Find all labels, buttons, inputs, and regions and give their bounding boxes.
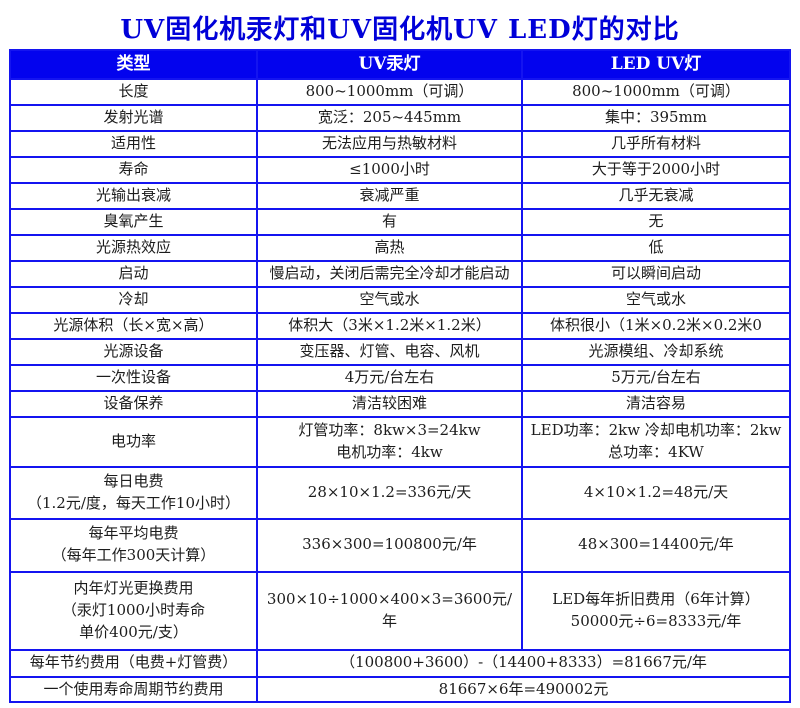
table-row-heat-effect: 光源热效应 高热 低	[9, 233, 791, 262]
table-row-onetime-cost: 一次性设备 4万元/台左右 5万元/台左右	[9, 363, 791, 392]
table-row-daily-electricity: 每日电费 （1.2元/度，每天工作10小时） 28×10×1.2=336元/天 …	[9, 465, 791, 520]
row-label: 发射光谱	[9, 103, 258, 132]
uv-lamp-cell: 变压器、灯管、电容、风机	[256, 337, 523, 366]
led-lamp-cell: 低	[521, 233, 791, 262]
row-label: 每年平均电费 （每年工作300天计算）	[9, 517, 258, 573]
led-lamp-cell: 体积很小（1米×0.2米×0.2米0	[521, 311, 791, 340]
merged-value-cell: 81667×6年=490002元	[256, 675, 791, 704]
row-label: 内年灯光更换费用 （汞灯1000小时寿命 单价400元/支）	[9, 570, 258, 651]
uv-lamp-cell: 4万元/台左右	[256, 363, 523, 392]
row-label: 适用性	[9, 129, 258, 158]
table-row-equipment: 光源设备 变压器、灯管、电容、风机 光源模组、冷却系统	[9, 337, 791, 366]
table-row-output-decay: 光输出衰减 衰减严重 几乎无衰减	[9, 181, 791, 210]
table-row-cooling: 冷却 空气或水 空气或水	[9, 285, 791, 314]
row-label: 光源体积（长×宽×高）	[9, 311, 258, 340]
led-lamp-cell: 800~1000mm（可调）	[521, 77, 791, 106]
led-lamp-cell: 清洁容易	[521, 389, 791, 418]
uv-lamp-cell: 空气或水	[256, 285, 523, 314]
table-row-volume: 光源体积（长×宽×高） 体积大（3米×1.2米×1.2米） 体积很小（1米×0.…	[9, 311, 791, 340]
table-row-length: 长度 800~1000mm（可调） 800~1000mm（可调）	[9, 77, 791, 106]
led-lamp-cell: 几乎所有材料	[521, 129, 791, 158]
row-label: 每年节约费用（电费+灯管费）	[9, 648, 258, 678]
table-row-annual-electricity: 每年平均电费 （每年工作300天计算） 336×300=100800元/年 48…	[9, 517, 791, 573]
row-label: 电功率	[9, 415, 258, 468]
table-row-lamp-replacement: 内年灯光更换费用 （汞灯1000小时寿命 单价400元/支） 300×10÷10…	[9, 570, 791, 651]
row-label: 启动	[9, 259, 258, 288]
row-label: 长度	[9, 77, 258, 106]
table-row-maintenance: 设备保养 清洁较困难 清洁容易	[9, 389, 791, 418]
row-label: 臭氧产生	[9, 207, 258, 236]
header-type: 类型	[9, 49, 258, 80]
row-label: 设备保养	[9, 389, 258, 418]
led-lamp-cell: LED每年折旧费用（6年计算） 50000元÷6=8333元/年	[521, 570, 791, 651]
row-label: 光源热效应	[9, 233, 258, 262]
row-label: 一个使用寿命周期节约费用	[9, 675, 258, 704]
led-lamp-cell: 5万元/台左右	[521, 363, 791, 392]
row-label: 冷却	[9, 285, 258, 314]
row-label: 每日电费 （1.2元/度，每天工作10小时）	[9, 465, 258, 520]
header-led-uv-lamp: LED UV灯	[521, 49, 791, 80]
led-lamp-cell: 大于等于2000小时	[521, 155, 791, 184]
table-row-startup: 启动 慢启动，关闭后需完全冷却才能启动 可以瞬间启动	[9, 259, 791, 288]
row-label: 寿命	[9, 155, 258, 184]
led-lamp-cell: 光源模组、冷却系统	[521, 337, 791, 366]
header-uv-mercury-lamp: UV汞灯	[256, 49, 523, 80]
table-row-power: 电功率 灯管功率：8kw×3=24kw 电机功率：4kw LED功率：2kw 冷…	[9, 415, 791, 468]
row-label: 光源设备	[9, 337, 258, 366]
row-label: 一次性设备	[9, 363, 258, 392]
table-row-applicability: 适用性 无法应用与热敏材料 几乎所有材料	[9, 129, 791, 158]
uv-lamp-cell: 清洁较困难	[256, 389, 523, 418]
uv-lamp-cell: 衰减严重	[256, 181, 523, 210]
uv-lamp-cell: 336×300=100800元/年	[256, 517, 523, 573]
led-lamp-cell: 空气或水	[521, 285, 791, 314]
table-row-ozone: 臭氧产生 有 无	[9, 207, 791, 236]
uv-lamp-cell: 800~1000mm（可调）	[256, 77, 523, 106]
uv-lamp-cell: 有	[256, 207, 523, 236]
comparison-table: 类型 UV汞灯 LED UV灯 长度 800~1000mm（可调） 800~10…	[9, 49, 791, 704]
table-row-lifecycle-savings: 一个使用寿命周期节约费用 81667×6年=490002元	[9, 675, 791, 704]
led-lamp-cell: 无	[521, 207, 791, 236]
page-title: UV固化机汞灯和UV固化机UV LED灯的对比	[120, 15, 680, 45]
table-row-annual-savings: 每年节约费用（电费+灯管费） （100800+3600）-（14400+8333…	[9, 648, 791, 678]
table-row-spectrum: 发射光谱 宽泛：205~445mm 集中：395mm	[9, 103, 791, 132]
led-lamp-cell: 集中：395mm	[521, 103, 791, 132]
led-lamp-cell: 48×300=14400元/年	[521, 517, 791, 573]
uv-lamp-cell: 慢启动，关闭后需完全冷却才能启动	[256, 259, 523, 288]
row-label: 光输出衰减	[9, 181, 258, 210]
led-lamp-cell: LED功率：2kw 冷却电机功率：2kw 总功率：4KW	[521, 415, 791, 468]
uv-lamp-cell: 体积大（3米×1.2米×1.2米）	[256, 311, 523, 340]
uv-lamp-cell: 28×10×1.2=336元/天	[256, 465, 523, 520]
uv-lamp-cell: 灯管功率：8kw×3=24kw 电机功率：4kw	[256, 415, 523, 468]
header-row: 类型 UV汞灯 LED UV灯	[9, 49, 791, 80]
uv-lamp-cell: 无法应用与热敏材料	[256, 129, 523, 158]
merged-value-cell: （100800+3600）-（14400+8333）=81667元/年	[256, 648, 791, 678]
led-lamp-cell: 几乎无衰减	[521, 181, 791, 210]
uv-lamp-cell: 高热	[256, 233, 523, 262]
table-row-lifespan: 寿命 ≤1000小时 大于等于2000小时	[9, 155, 791, 184]
uv-lamp-cell: 300×10÷1000×400×3=3600元/年	[256, 570, 523, 651]
led-lamp-cell: 可以瞬间启动	[521, 259, 791, 288]
uv-lamp-cell: ≤1000小时	[256, 155, 523, 184]
uv-lamp-cell: 宽泛：205~445mm	[256, 103, 523, 132]
led-lamp-cell: 4×10×1.2=48元/天	[521, 465, 791, 520]
